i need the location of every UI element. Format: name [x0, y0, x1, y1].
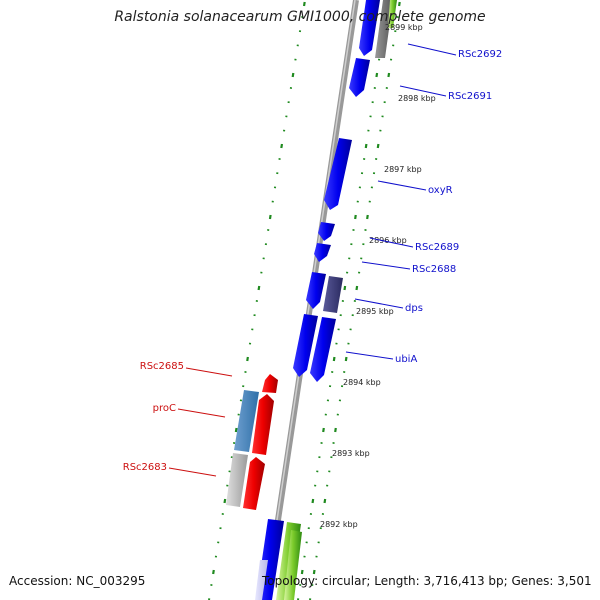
label-leader — [377, 180, 427, 191]
label-leader — [185, 367, 233, 377]
tick-mark — [376, 143, 380, 149]
tick-mark — [366, 214, 369, 220]
tick-mark — [223, 498, 227, 504]
gene-arrow[interactable] — [324, 138, 352, 210]
tick-mark — [334, 427, 337, 433]
plus-gene-labels: RSc2692 RSc2691 oxyR RSc2689 RSc2688 dps… — [345, 43, 502, 365]
gene-arrow[interactable] — [284, 530, 302, 600]
gene-label-rsc2691[interactable]: RSc2691 — [448, 91, 492, 102]
ruler-label: 2894 kbp — [343, 378, 381, 387]
gene-label-rsc2692[interactable]: RSc2692 — [458, 49, 502, 60]
gene-label-proc[interactable]: proC — [153, 403, 176, 414]
tick-mark — [398, 1, 401, 7]
gene-arrow[interactable] — [252, 394, 274, 455]
tick-mark — [364, 143, 368, 149]
ruler-label: 2895 kbp — [356, 307, 394, 316]
gene-arrow[interactable] — [388, 0, 397, 28]
gene-arrow[interactable] — [359, 0, 380, 56]
gene-arrow[interactable] — [314, 243, 331, 262]
tick-mark — [311, 498, 315, 504]
gene-arrow[interactable] — [293, 314, 318, 377]
tick-mark — [343, 285, 347, 291]
gene-label-rsc2685[interactable]: RSc2685 — [140, 361, 184, 372]
tick-mark — [387, 72, 391, 78]
gene-label-rsc2689[interactable]: RSc2689 — [415, 242, 459, 253]
gene-label-ubia[interactable]: ubiA — [395, 354, 417, 365]
minus-strand-genes — [226, 374, 278, 510]
tick-mark — [354, 214, 357, 220]
gene-arrow[interactable] — [234, 390, 259, 452]
minus-gene-labels: RSc2685 proC RSc2683 — [123, 361, 233, 477]
gene-label-rsc2688[interactable]: RSc2688 — [412, 264, 456, 275]
gene-arrow[interactable] — [375, 0, 393, 58]
label-leader — [168, 467, 217, 477]
tick-mark — [302, 1, 306, 7]
tick-mark — [355, 285, 359, 291]
tick-mark — [332, 356, 336, 362]
topology-text: Topology: circular; Length: 3,716,413 bp… — [262, 574, 592, 588]
tick-mark — [257, 285, 261, 291]
ruler-label: 2893 kbp — [332, 449, 370, 458]
label-leader — [399, 85, 447, 97]
label-leader — [177, 408, 226, 418]
tick-track-left — [208, 1, 306, 600]
tick-mark — [300, 569, 304, 575]
label-leader — [369, 237, 414, 248]
tick-mark — [344, 356, 348, 362]
gene-label-dps[interactable]: dps — [405, 303, 423, 314]
gene-arrow[interactable] — [255, 560, 268, 600]
ruler-label: 2896 kbp — [369, 236, 407, 245]
label-leader — [407, 43, 457, 56]
gene-label-rsc2683[interactable]: RSc2683 — [123, 462, 167, 473]
gene-arrow[interactable] — [318, 222, 335, 241]
label-leader — [354, 298, 404, 309]
label-leader — [345, 351, 394, 360]
gene-arrow[interactable] — [349, 58, 370, 97]
gene-label-oxyr[interactable]: oxyR — [428, 185, 453, 196]
gene-arrow[interactable] — [226, 453, 248, 507]
tick-track-outer — [309, 1, 401, 600]
map-title: Ralstonia solanacearum GMI1000, complete… — [114, 9, 486, 25]
tick-mark — [312, 569, 316, 575]
tick-mark — [246, 356, 249, 362]
gene-arrow[interactable] — [306, 272, 326, 309]
ruler-label: 2897 kbp — [384, 165, 422, 174]
tick-mark — [375, 72, 379, 78]
ruler-label: 2898 kbp — [398, 94, 436, 103]
accession-text: Accession: NC_003295 — [9, 574, 146, 588]
ruler-label: 2892 kbp — [320, 520, 358, 529]
tick-mark — [234, 427, 238, 433]
gene-arrow[interactable] — [310, 317, 336, 382]
tick-mark — [280, 143, 284, 149]
gene-arrow[interactable] — [243, 457, 265, 510]
tick-mark — [212, 569, 215, 575]
plus-strand-genes — [255, 0, 397, 600]
tick-mark — [268, 214, 272, 220]
tick-mark — [323, 498, 327, 504]
ruler-labels: 2899 kbp 2898 kbp 2897 kbp 2896 kbp 2895… — [320, 23, 436, 529]
label-leader — [361, 261, 411, 270]
gene-arrow[interactable] — [323, 276, 343, 313]
gene-arrow[interactable] — [262, 374, 278, 393]
ruler-label: 2899 kbp — [385, 23, 423, 32]
tick-mark — [322, 427, 325, 433]
tick-mark — [291, 72, 295, 78]
